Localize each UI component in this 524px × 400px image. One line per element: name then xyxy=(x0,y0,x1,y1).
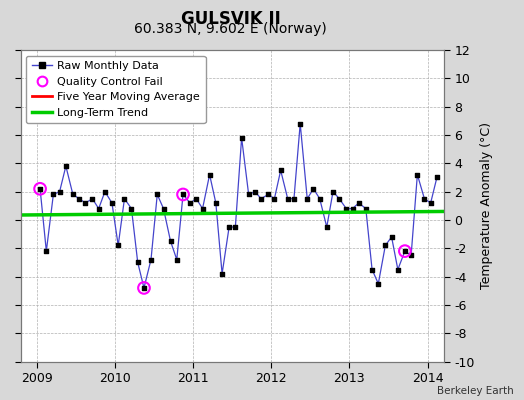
Point xyxy=(172,256,181,263)
Point xyxy=(147,256,155,263)
Point xyxy=(401,248,409,254)
Point xyxy=(75,196,83,202)
Point xyxy=(114,242,123,249)
Y-axis label: Temperature Anomaly (°C): Temperature Anomaly (°C) xyxy=(481,122,493,289)
Point xyxy=(62,163,70,169)
Point xyxy=(179,191,187,198)
Point xyxy=(94,206,103,212)
Point xyxy=(42,248,50,254)
Point xyxy=(199,206,207,212)
Point xyxy=(277,167,285,174)
Point xyxy=(433,174,441,181)
Point xyxy=(270,196,279,202)
Point xyxy=(101,188,109,195)
Point xyxy=(401,248,409,254)
Point xyxy=(355,200,363,206)
Point xyxy=(225,224,233,230)
Point xyxy=(342,206,351,212)
Point xyxy=(140,285,148,291)
Point xyxy=(362,206,370,212)
Point xyxy=(264,191,272,198)
Point xyxy=(329,188,337,195)
Point xyxy=(127,206,136,212)
Point xyxy=(323,224,331,230)
Point xyxy=(205,172,214,178)
Point xyxy=(407,252,416,258)
Point xyxy=(368,266,376,273)
Legend: Raw Monthly Data, Quality Control Fail, Five Year Moving Average, Long-Term Tren: Raw Monthly Data, Quality Control Fail, … xyxy=(26,56,205,123)
Point xyxy=(120,196,128,202)
Point xyxy=(420,196,429,202)
Point xyxy=(237,135,246,141)
Point xyxy=(186,200,194,206)
Point xyxy=(348,206,357,212)
Point xyxy=(192,196,201,202)
Point xyxy=(153,191,161,198)
Point xyxy=(69,191,77,198)
Text: 60.383 N, 9.602 E (Norway): 60.383 N, 9.602 E (Norway) xyxy=(134,22,327,36)
Point xyxy=(108,200,116,206)
Point xyxy=(166,238,174,244)
Point xyxy=(283,196,292,202)
Point xyxy=(427,200,435,206)
Text: Berkeley Earth: Berkeley Earth xyxy=(437,386,514,396)
Point xyxy=(134,259,142,266)
Point xyxy=(56,188,64,195)
Point xyxy=(36,186,44,192)
Point xyxy=(303,196,311,202)
Point xyxy=(88,196,96,202)
Point xyxy=(257,196,265,202)
Point xyxy=(381,242,389,249)
Point xyxy=(81,200,90,206)
Point xyxy=(49,191,58,198)
Point xyxy=(231,224,239,230)
Point xyxy=(36,186,44,192)
Point xyxy=(218,270,226,277)
Point xyxy=(296,120,304,127)
Point xyxy=(387,234,396,240)
Point xyxy=(374,280,383,287)
Text: GULSVIK II: GULSVIK II xyxy=(181,10,280,28)
Point xyxy=(315,196,324,202)
Point xyxy=(212,200,220,206)
Point xyxy=(413,172,422,178)
Point xyxy=(140,285,148,291)
Point xyxy=(245,191,253,198)
Point xyxy=(159,206,168,212)
Point xyxy=(309,186,318,192)
Point xyxy=(394,266,402,273)
Point xyxy=(290,196,298,202)
Point xyxy=(335,196,343,202)
Point xyxy=(250,188,259,195)
Point xyxy=(179,191,187,198)
